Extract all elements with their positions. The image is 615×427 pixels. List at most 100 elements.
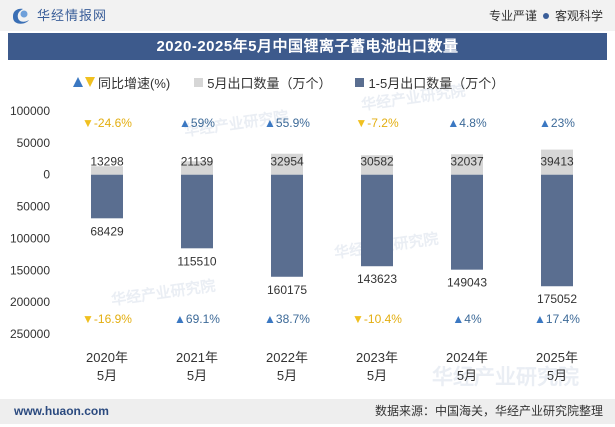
legend-item-may: 5月出口数量（万个） <box>194 73 331 92</box>
value-label-jan-may: 149043 <box>447 276 487 290</box>
x-tick-label-month: 5月 <box>547 368 567 383</box>
y-tick-label: 0 <box>43 168 50 182</box>
dot-separator-icon <box>542 13 549 19</box>
value-label-may: 21139 <box>181 155 214 169</box>
bar-jan-may-exports <box>271 174 303 277</box>
x-tick-label-month: 5月 <box>97 368 117 383</box>
tagline-left: 专业严谨 <box>488 9 537 23</box>
x-tick-label-month: 5月 <box>457 368 477 383</box>
legend-label-jan-may: 1-5月出口数量（万个） <box>368 75 505 91</box>
legend: 同比增速(%) 5月出口数量（万个） 1-5月出口数量（万个） <box>73 73 504 91</box>
growth-value: 17.4% <box>546 312 580 326</box>
value-label-jan-may: 68429 <box>90 224 124 238</box>
down-triangle-icon <box>85 77 95 87</box>
bar-jan-may-exports <box>181 174 213 249</box>
value-label-jan-may: 115510 <box>177 254 216 268</box>
huaon-logo-icon <box>13 8 29 24</box>
x-tick-label-year: 2023年 <box>356 350 398 365</box>
growth-label: ▲23% <box>539 116 575 130</box>
bar-jan-may-exports <box>541 174 573 287</box>
value-label-may: 32037 <box>450 155 484 169</box>
growth-value: -7.2% <box>367 116 399 130</box>
value-label-may: 39413 <box>540 155 574 169</box>
growth-label: ▼-24.6% <box>82 116 132 130</box>
bar-may-exports <box>91 166 123 175</box>
growth-label: ▲4% <box>452 312 482 326</box>
bar-may-exports <box>451 154 483 175</box>
legend-label-growth: 同比增速(%) <box>98 75 171 91</box>
up-triangle-icon: ▲ <box>174 312 186 326</box>
x-tick-label-year: 2020年 <box>86 350 128 365</box>
x-tick-label-month: 5月 <box>367 368 387 383</box>
up-triangle-icon: ▲ <box>264 312 276 326</box>
growth-label: ▼-10.4% <box>352 312 402 326</box>
watermark-text: 华经产业研究院 <box>432 365 579 389</box>
up-triangle-icon: ▲ <box>447 116 459 130</box>
bar-may-exports <box>361 155 393 175</box>
up-triangle-icon: ▲ <box>539 116 551 130</box>
value-label-jan-may: 160175 <box>267 283 307 297</box>
legend-item-growth: 同比增速(%) <box>73 73 170 92</box>
tagline-right: 客观科学 <box>554 9 603 23</box>
legend-swatch-may <box>194 77 204 87</box>
footer-website: www.huaon.com <box>14 404 109 418</box>
down-triangle-icon: ▼ <box>82 116 94 130</box>
growth-value: 55.9% <box>276 116 310 130</box>
growth-label: ▼-7.2% <box>355 116 399 130</box>
growth-label: ▲55.9% <box>264 116 310 130</box>
watermark-text: 华经产业研究院 <box>110 277 216 309</box>
bar-may-exports <box>541 149 573 175</box>
y-tick-label: 100000 <box>10 231 50 245</box>
growth-value: 23% <box>551 116 575 130</box>
x-tick-label-year: 2022年 <box>266 350 308 365</box>
x-tick-label-month: 5月 <box>187 368 207 383</box>
y-tick-label: 100000 <box>10 104 50 118</box>
up-triangle-icon: ▲ <box>534 312 546 326</box>
growth-label: ▲17.4% <box>534 312 580 326</box>
value-label-may: 32954 <box>270 155 304 169</box>
growth-value: -10.4% <box>364 312 402 326</box>
growth-value: 69.1% <box>186 312 220 326</box>
down-triangle-icon: ▼ <box>82 312 94 326</box>
bar-may-exports <box>181 161 213 175</box>
site-name: 华经情报网 <box>37 8 108 23</box>
growth-value: 59% <box>191 116 215 130</box>
x-tick-label-month: 5月 <box>277 368 297 383</box>
x-tick-label-year: 2025年 <box>536 350 578 365</box>
bar-may-exports <box>271 153 303 175</box>
bar-jan-may-exports <box>451 174 483 270</box>
tagline: 专业严谨 客观科学 <box>489 8 603 24</box>
growth-label: ▲69.1% <box>174 312 220 326</box>
y-tick-label: 50000 <box>17 200 51 214</box>
up-triangle-icon <box>73 77 83 87</box>
growth-value: 38.7% <box>276 312 310 326</box>
growth-value: 4% <box>464 312 482 326</box>
value-label-jan-may: 175052 <box>537 292 577 306</box>
down-triangle-icon: ▼ <box>352 312 364 326</box>
legend-item-jan-may: 1-5月出口数量（万个） <box>355 73 504 92</box>
down-triangle-icon: ▼ <box>355 116 367 130</box>
legend-swatch-jan-may <box>355 77 365 87</box>
footer-source: 数据来源：中国海关，华经产业研究院整理 <box>374 404 603 418</box>
y-tick-label: 200000 <box>10 295 50 309</box>
y-tick-label: 150000 <box>10 263 50 277</box>
up-triangle-icon: ▲ <box>264 116 276 130</box>
y-tick-label: 250000 <box>10 327 50 341</box>
header-bar: 华经情报网 专业严谨 客观科学 <box>0 0 615 31</box>
y-tick-label: 50000 <box>17 136 51 150</box>
x-tick-label-year: 2021年 <box>176 350 218 365</box>
growth-label: ▲4.8% <box>447 116 487 130</box>
bar-jan-may-exports <box>361 174 393 267</box>
growth-label: ▼-16.9% <box>82 312 132 326</box>
legend-label-may: 5月出口数量（万个） <box>207 75 332 91</box>
growth-label: ▲38.7% <box>264 312 310 326</box>
up-triangle-icon: ▲ <box>179 116 191 130</box>
growth-value: 4.8% <box>459 116 487 130</box>
chart-title: 2020-2025年5月中国锂离子蓄电池出口数量 <box>8 33 607 60</box>
up-triangle-icon: ▲ <box>452 312 464 326</box>
x-tick-label-year: 2024年 <box>446 350 488 365</box>
bar-jan-may-exports <box>91 174 123 219</box>
growth-value: -24.6% <box>94 116 132 130</box>
growth-label: ▲59% <box>179 116 215 130</box>
